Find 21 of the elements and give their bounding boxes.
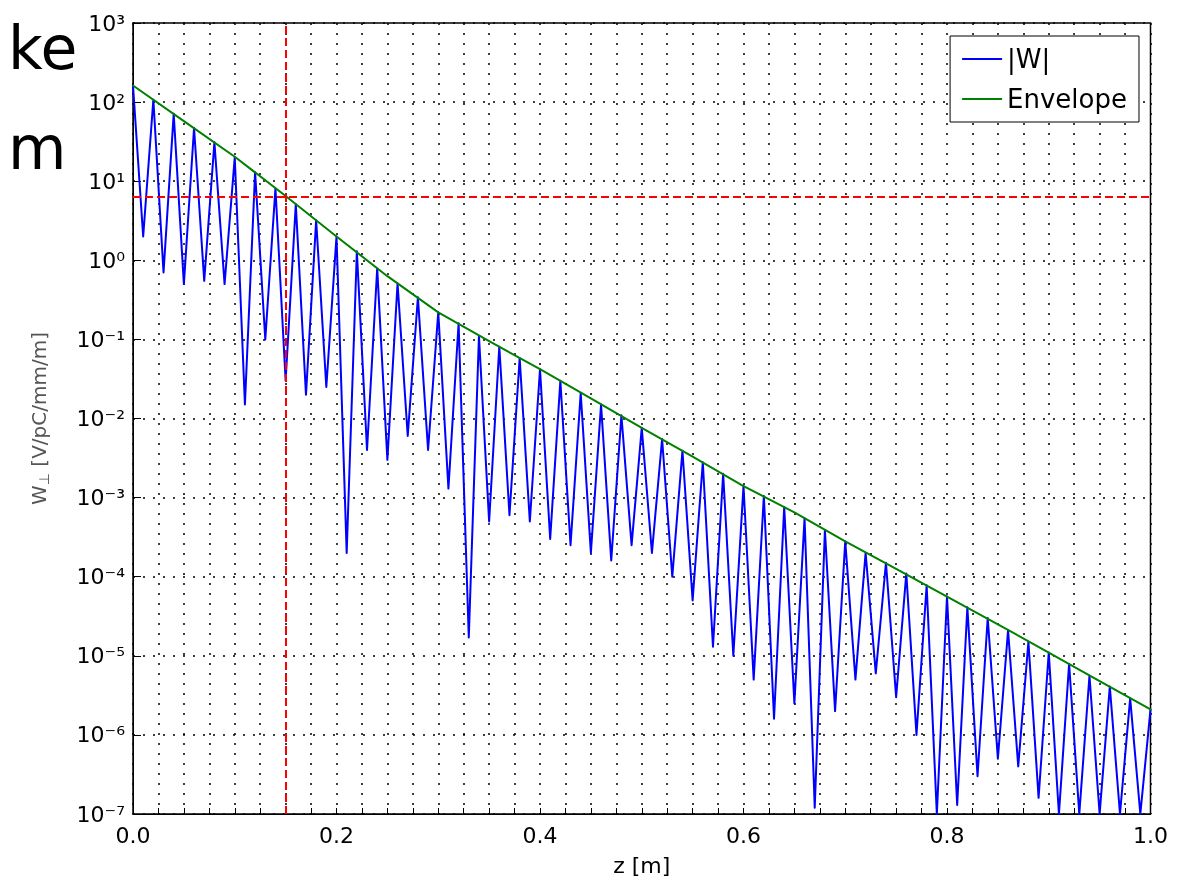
y-tick-label: 10⁻² <box>76 406 125 431</box>
x-tick-label: 0.8 <box>929 822 965 848</box>
legend-label: Envelope <box>1007 84 1127 114</box>
text: m <box>8 113 67 183</box>
y-tick-label: 10⁻⁵ <box>76 643 125 669</box>
legend-label: |W| <box>1007 44 1051 75</box>
x-axis-title: z [m] <box>613 852 671 878</box>
y-tick-label: 10⁻⁴ <box>76 564 126 590</box>
y-tick-label: 10⁻¹ <box>76 326 125 352</box>
y-tick-label: 10² <box>88 89 125 115</box>
x-tick-label: 0.6 <box>726 822 761 848</box>
y-tick-label: 10¹ <box>88 168 125 194</box>
text: ke <box>8 13 78 83</box>
y-axis-title: W⊥ [V/pC/mm/m] <box>27 332 52 505</box>
x-tick-label: 1.0 <box>1133 822 1169 848</box>
y-tick-label: 10⁻³ <box>76 485 125 511</box>
x-tick-label: 0.4 <box>522 822 558 848</box>
y-tick-label: 10³ <box>88 10 125 36</box>
y-tick-label: 10⁻⁶ <box>76 722 126 748</box>
y-tick-label: 10⁰ <box>88 247 126 273</box>
x-tick-label: 0.2 <box>319 822 354 848</box>
